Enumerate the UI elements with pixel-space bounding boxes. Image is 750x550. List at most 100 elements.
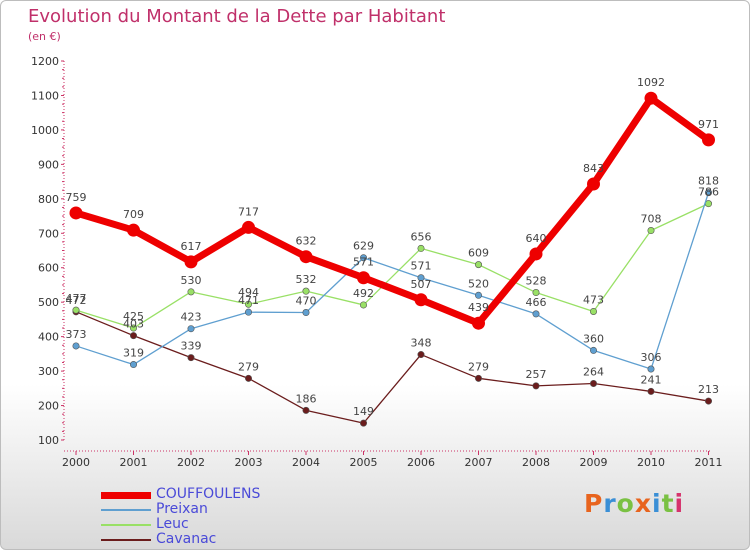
x-tick-label: 2006 bbox=[407, 456, 435, 469]
data-label: 632 bbox=[296, 235, 317, 248]
x-tick-label: 2007 bbox=[465, 456, 493, 469]
data-point bbox=[589, 379, 597, 387]
data-point bbox=[359, 301, 367, 309]
data-label: 471 bbox=[238, 294, 259, 307]
series-line-preixan bbox=[75, 191, 710, 370]
data-label: 423 bbox=[181, 311, 202, 324]
data-point bbox=[357, 271, 370, 285]
data-label: 818 bbox=[698, 175, 719, 188]
data-point bbox=[532, 310, 540, 318]
data-point bbox=[417, 274, 425, 282]
data-label: 149 bbox=[353, 405, 374, 418]
legend-item: Leuc bbox=[101, 516, 301, 532]
data-label: 640 bbox=[526, 232, 547, 245]
legend-label: Leuc bbox=[156, 516, 189, 532]
data-label: 472 bbox=[66, 294, 87, 307]
data-point bbox=[130, 324, 138, 332]
data-point bbox=[704, 397, 712, 405]
data-label: 717 bbox=[238, 205, 259, 218]
legend-item: Cavanac bbox=[101, 531, 301, 547]
data-point bbox=[587, 177, 600, 191]
data-label: 279 bbox=[238, 360, 259, 373]
data-label: 403 bbox=[123, 318, 144, 331]
data-point bbox=[532, 382, 540, 390]
y-tick-label: 300 bbox=[38, 365, 59, 378]
x-tick-label: 2011 bbox=[695, 456, 723, 469]
data-point bbox=[644, 91, 658, 105]
x-tick-label: 2005 bbox=[350, 456, 378, 469]
legend-swatch bbox=[101, 491, 151, 499]
data-label: 477 bbox=[66, 292, 87, 305]
data-point bbox=[69, 206, 83, 220]
data-point bbox=[417, 244, 425, 252]
data-label: 629 bbox=[353, 240, 374, 253]
x-tick-label: 2010 bbox=[637, 456, 665, 469]
data-label: 339 bbox=[181, 340, 202, 353]
chart-legend: COUFFOULENS Preixan Leuc Cavanac bbox=[101, 486, 301, 547]
legend-label: Cavanac bbox=[156, 531, 217, 547]
data-point bbox=[704, 189, 712, 197]
logo-letter: i bbox=[674, 489, 685, 518]
x-tick-label: 2003 bbox=[235, 456, 263, 469]
y-tick-label: 200 bbox=[38, 400, 59, 413]
data-point bbox=[589, 307, 597, 315]
x-tick-label: 2001 bbox=[120, 456, 148, 469]
data-point bbox=[474, 374, 482, 382]
y-tick-label: 1100 bbox=[31, 89, 59, 102]
data-label: 425 bbox=[123, 310, 144, 323]
data-label: 241 bbox=[641, 373, 662, 386]
data-label: 360 bbox=[583, 332, 604, 345]
data-label: 656 bbox=[411, 230, 432, 243]
data-point bbox=[589, 346, 597, 354]
logo-letter: o bbox=[616, 489, 635, 518]
data-label: 1092 bbox=[637, 76, 665, 89]
data-point bbox=[702, 133, 715, 147]
data-label: 571 bbox=[353, 256, 374, 269]
data-point bbox=[130, 332, 138, 340]
chart-title: Evolution du Montant de la Dette par Hab… bbox=[28, 6, 446, 27]
data-label: 257 bbox=[526, 368, 547, 381]
data-point bbox=[474, 261, 482, 269]
data-label: 306 bbox=[641, 351, 662, 364]
data-point bbox=[472, 316, 485, 330]
data-label: 971 bbox=[698, 118, 719, 131]
data-point bbox=[245, 308, 253, 316]
data-point bbox=[187, 288, 195, 296]
logo-letter: i bbox=[652, 489, 662, 518]
data-label: 609 bbox=[468, 247, 489, 260]
series-line-couffoulens bbox=[72, 94, 712, 327]
data-label: 759 bbox=[66, 191, 87, 204]
data-point bbox=[359, 419, 367, 427]
data-point bbox=[187, 354, 195, 362]
proxiti-logo: Proxiti bbox=[584, 489, 684, 518]
data-point bbox=[529, 247, 543, 261]
y-tick-label: 400 bbox=[38, 331, 59, 344]
logo-letter: x bbox=[634, 489, 652, 518]
chart-subtitle: (en €) bbox=[28, 30, 61, 43]
data-label: 528 bbox=[526, 275, 547, 288]
logo-letter: P bbox=[584, 489, 604, 518]
data-label: 530 bbox=[181, 274, 202, 287]
data-point bbox=[302, 287, 310, 295]
data-point bbox=[245, 374, 253, 382]
data-point bbox=[184, 255, 198, 269]
data-label: 439 bbox=[468, 301, 489, 314]
data-point bbox=[242, 220, 255, 234]
y-tick-label: 500 bbox=[38, 296, 59, 309]
data-point bbox=[532, 289, 540, 297]
data-label: 186 bbox=[296, 392, 317, 405]
series-line-leuc bbox=[75, 202, 710, 329]
data-point bbox=[72, 342, 80, 350]
y-tick-label: 1000 bbox=[31, 124, 59, 137]
data-label: 843 bbox=[583, 162, 604, 175]
data-point bbox=[127, 223, 140, 237]
data-label: 348 bbox=[411, 337, 432, 350]
data-point bbox=[647, 227, 655, 235]
legend-item: Preixan bbox=[101, 501, 301, 517]
data-point bbox=[647, 387, 655, 395]
data-label: 507 bbox=[411, 278, 432, 291]
y-tick-label: 800 bbox=[38, 193, 59, 206]
y-tick-label: 1200 bbox=[31, 55, 59, 68]
